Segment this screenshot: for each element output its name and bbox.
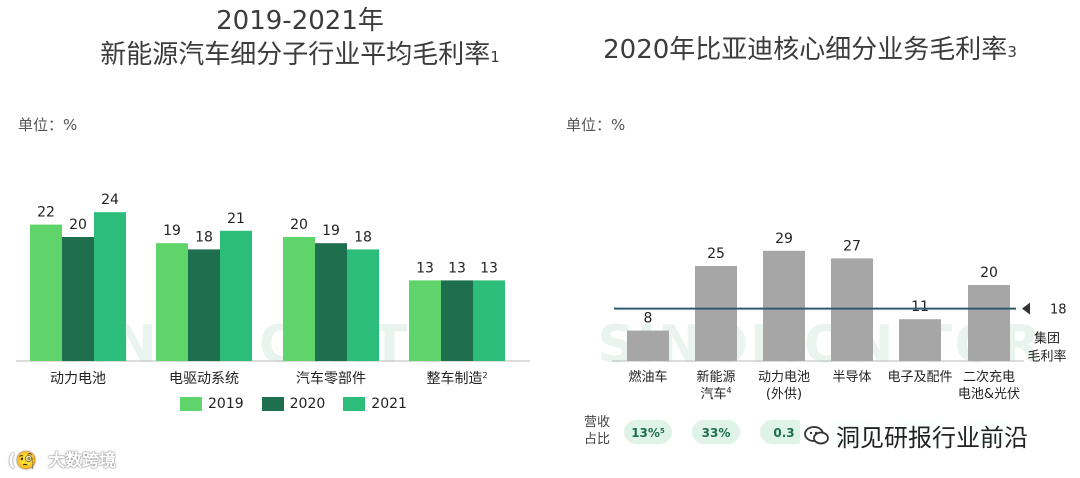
- bar-label-2020-2: 19: [322, 223, 340, 239]
- right-title-footnote: 3: [1007, 43, 1017, 61]
- business-bar-3: [831, 258, 873, 361]
- bar-2021-0: [94, 212, 126, 361]
- left-category-label: 动力电池: [50, 371, 106, 387]
- business-bar-label-2: 29: [775, 231, 793, 247]
- right-category-label: 二次充电: [963, 369, 1015, 385]
- revenue-share-label: 营收 占比: [584, 415, 611, 447]
- background-watermark-right: SINOMONITOR: [597, 315, 1042, 375]
- bar-label-2021-3: 13: [480, 260, 498, 276]
- legend-swatch-2021: [343, 397, 366, 411]
- left-category-label: 汽车零部件: [296, 370, 366, 387]
- revenue-share-pill-2: [760, 420, 808, 444]
- bar-label-2019-3: 13: [416, 260, 434, 276]
- group-margin-arrow-icon: [1022, 302, 1030, 315]
- left-category-footnote: 2: [482, 371, 487, 380]
- bar-2020-0: [62, 237, 94, 361]
- legend-item-2021: 2021: [343, 396, 407, 412]
- right-category-label: 电子及配件: [887, 370, 952, 385]
- wechat-icon: [804, 425, 830, 447]
- right-category-label: 动力电池: [758, 370, 810, 385]
- business-bar-1: [695, 266, 737, 361]
- right-unit-label: 单位：%: [566, 116, 626, 134]
- right-chart-title: 2020年比亚迪核心细分业务毛利率3: [603, 35, 1017, 65]
- revenue-share-pill-1: [692, 420, 740, 444]
- right-category-label: 半导体: [832, 370, 871, 385]
- right-category-label-line2: 电池&光伏: [958, 387, 1020, 402]
- bar-label-2020-0: 20: [69, 217, 87, 233]
- business-bar-4: [899, 319, 941, 361]
- bar-label-2020-1: 18: [195, 229, 213, 245]
- bar-2021-1: [220, 230, 252, 361]
- bar-2020-2: [315, 243, 347, 361]
- left-title-footnote: 1: [490, 48, 500, 66]
- business-bar-label-3: 27: [843, 238, 861, 254]
- left-chart-title: 2019-2021年 新能源汽车细分子行业平均毛利率1: [40, 4, 560, 72]
- watermark-right: 洞见研报行业前沿: [800, 418, 1032, 453]
- left-title-line1: 2019-2021年: [216, 6, 384, 36]
- legend-item-2020: 2020: [261, 396, 325, 412]
- right-category-label: 新能源: [696, 369, 735, 385]
- right-category-label-line2: 汽车4: [700, 386, 731, 402]
- bar-2020-3: [441, 280, 473, 361]
- bar-2021-3: [473, 280, 505, 361]
- legend-swatch-2019: [180, 397, 202, 411]
- bar-label-2021-0: 24: [101, 192, 119, 208]
- bar-2021-2: [347, 249, 379, 361]
- business-bar-5: [968, 285, 1010, 361]
- right-category-label-line2: (外供): [766, 387, 802, 402]
- bar-label-2021-1: 21: [227, 211, 245, 227]
- revenue-share-value-2: 0.3: [773, 426, 794, 440]
- bar-2019-2: [283, 237, 315, 361]
- business-bar-label-4: 11: [911, 299, 929, 315]
- business-bar-label-0: 8: [644, 311, 653, 327]
- legend-item-2019: 2019: [180, 396, 244, 412]
- watermark-logo-icon: (🧐: [8, 451, 37, 471]
- bar-label-2019-0: 22: [37, 205, 55, 221]
- left-legend: 2019 2020 2021: [180, 396, 417, 412]
- bar-2019-3: [409, 280, 441, 361]
- bar-2020-1: [188, 249, 220, 361]
- business-bar-label-5: 20: [980, 265, 998, 281]
- left-title-line2: 新能源汽车细分子行业平均毛利率1: [100, 40, 500, 70]
- revenue-share-value-1: 33%: [702, 426, 731, 440]
- left-category-label: 整车制造2: [426, 370, 487, 387]
- right-category-footnote: 4: [726, 386, 731, 395]
- bar-label-2020-3: 13: [448, 260, 466, 276]
- watermark-left: (🧐 大数跨境: [8, 451, 116, 471]
- bar-label-2021-2: 18: [354, 229, 372, 245]
- left-unit-label: 单位：%: [18, 116, 78, 134]
- revenue-share-footnote: 5: [660, 427, 665, 435]
- bar-2019-0: [30, 224, 62, 361]
- group-margin-label-line1: 集团: [1034, 331, 1060, 347]
- legend-swatch-2020: [261, 397, 284, 411]
- left-category-label: 电驱动系统: [169, 371, 239, 387]
- business-bar-2: [763, 250, 805, 361]
- group-margin-value: 18: [1050, 303, 1067, 318]
- revenue-share-pill-0: [624, 420, 672, 444]
- bar-label-2019-2: 20: [290, 217, 308, 233]
- revenue-share-value-0: 13%5: [631, 426, 665, 440]
- right-category-label: 燃油车: [628, 369, 667, 385]
- group-margin-label-line2: 毛利率: [1027, 349, 1066, 365]
- bar-label-2019-1: 19: [163, 223, 181, 239]
- business-bar-label-1: 25: [707, 246, 725, 262]
- bar-2019-1: [156, 243, 188, 361]
- left-bar-chart: 22 20 24 动力电池 19 18 21 电驱动系统 20 19 18 汽车零部件 13 13 13 整车…: [16, 192, 530, 387]
- business-bar-0: [627, 330, 669, 361]
